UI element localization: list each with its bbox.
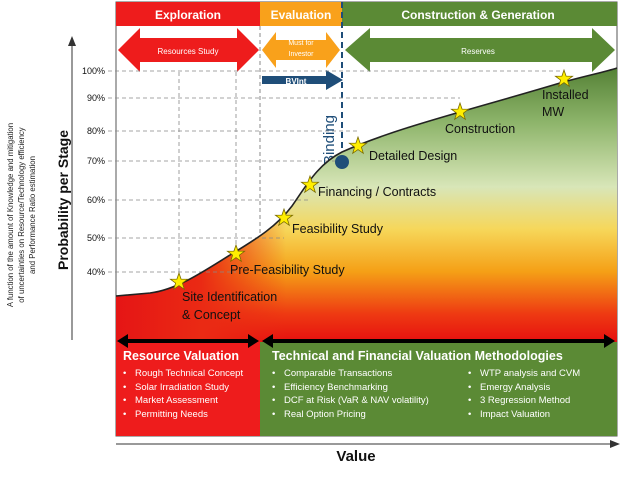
stage-label-concept: & Concept (182, 308, 241, 322)
technical-valuation-title: Technical and Financial Valuation Method… (272, 349, 563, 363)
resource-valuation-title: Resource Valuation (123, 349, 240, 363)
stage-star-site-identification (169, 271, 189, 291)
binding-point (335, 155, 349, 169)
resource-valuation-item: Solar Irradiation Study (123, 381, 243, 395)
technical-valuation-list-col1: Comparable Transactions Efficiency Bench… (272, 367, 429, 421)
y-axis-arrowhead (68, 36, 76, 46)
phase-bar-exploration (116, 2, 260, 26)
stage-label-mw: MW (542, 105, 564, 119)
binding-label: Binding (321, 115, 338, 165)
stage-label-site-identification: Site Identification (182, 290, 277, 304)
bvint-label: BVInt (286, 77, 307, 86)
stage-star-construction (450, 101, 470, 121)
technical-valuation-item: Comparable Transactions (272, 367, 429, 381)
stage-star-feasibility (274, 207, 294, 227)
technical-valuation-item: DCF at Risk (VaR & NAV volatility) (272, 394, 429, 408)
x-axis-title: Value (336, 448, 375, 465)
technical-valuation-item: Efficiency Benchmarking (272, 381, 429, 395)
technical-valuation-item: 3 Regression Method (468, 394, 580, 408)
resources-study-label: Resources Study (158, 47, 219, 56)
resources-study-arrow (118, 28, 259, 72)
stage-star-installed-mw (554, 68, 574, 88)
resource-valuation-item: Permitting Needs (123, 408, 243, 422)
phase-label-construction: Construction & Generation (401, 8, 554, 22)
technical-valuation-item: Real Option Pricing (272, 408, 429, 422)
x-axis-arrowhead (610, 440, 620, 448)
stage-star-financing (300, 174, 320, 194)
phase-label-exploration: Exploration (155, 8, 221, 22)
resource-valuation-list: Rough Technical Concept Solar Irradiatio… (123, 367, 243, 421)
resource-valuation-item: Market Assessment (123, 394, 243, 408)
phase-bar-construction (342, 2, 617, 26)
resource-span-arrow (117, 334, 259, 348)
stage-label-installed: Installed (542, 88, 589, 102)
technical-span-arrow (262, 334, 615, 348)
technical-valuation-list-col2: WTP analysis and CVM Emergy Analysis 3 R… (468, 367, 580, 421)
y-tick-70: 70% (87, 156, 105, 166)
y-axis-title: Probability per Stage (55, 130, 71, 270)
stage-label-construction: Construction (445, 122, 515, 136)
y-side-note-line2: of uncertainties on Resource/Technology … (17, 127, 26, 302)
y-tick-100: 100% (82, 66, 105, 76)
stage-guides (178, 72, 237, 282)
phase-bar-evaluation (260, 2, 342, 26)
stage-label-detailed-design: Detailed Design (369, 149, 457, 163)
reserves-arrow (345, 28, 615, 72)
bvint-arrow (262, 70, 343, 90)
stage-label-feasibility: Feasibility Study (292, 222, 384, 236)
resource-valuation-item: Rough Technical Concept (123, 367, 243, 381)
phase-label-evaluation: Evaluation (271, 8, 332, 22)
stage-label-pre-feasibility: Pre-Feasibility Study (230, 263, 345, 277)
technical-valuation-item: Emergy Analysis (468, 381, 580, 395)
technical-valuation-item: WTP analysis and CVM (468, 367, 580, 381)
stage-star-detailed-design (348, 135, 368, 155)
reserves-label: Reserves (461, 47, 495, 56)
y-tick-40: 40% (87, 267, 105, 277)
technical-valuation-item: Impact Valuation (468, 408, 580, 422)
y-tick-90: 90% (87, 93, 105, 103)
stage-star-pre-feasibility (226, 243, 246, 263)
must-for-investor-arrow (262, 32, 340, 68)
y-tick-60: 60% (87, 195, 105, 205)
investor-label-line2: Investor (289, 51, 315, 58)
y-side-note-line1: A function of the amount of Knowledge an… (6, 123, 15, 307)
stage-label-financing: Financing / Contracts (318, 185, 436, 199)
y-tick-80: 80% (87, 126, 105, 136)
y-tick-50: 50% (87, 233, 105, 243)
investor-label-line1: Must for (288, 40, 314, 47)
tick-guides (108, 70, 560, 273)
y-side-note-line3: and Performance Ratio estimation (28, 156, 37, 274)
